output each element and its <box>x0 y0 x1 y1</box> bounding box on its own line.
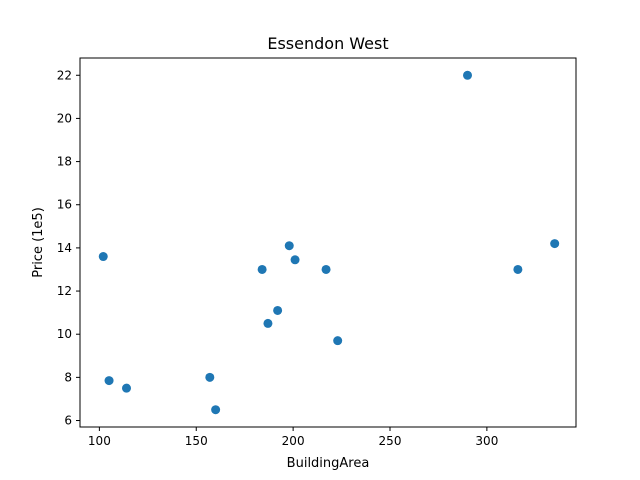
y-axis-ticks: 6 8 10 12 14 16 18 20 22 <box>57 68 80 428</box>
chart-title: Essendon West <box>267 34 388 53</box>
y-tick-label: 10 <box>57 327 72 341</box>
data-point-10 <box>321 264 331 274</box>
data-point-14 <box>550 239 560 249</box>
data-point-3 <box>205 372 215 382</box>
data-point-13 <box>513 264 523 274</box>
x-tick-label: 200 <box>282 434 305 448</box>
y-tick-label: 20 <box>57 111 72 125</box>
data-point-1 <box>104 376 114 386</box>
data-point-8 <box>284 241 294 251</box>
plot-frame <box>79 57 577 428</box>
data-point-7 <box>273 305 283 315</box>
y-axis-label: Price (1e5) <box>31 207 46 278</box>
data-point-12 <box>463 70 472 80</box>
x-tick-label: 150 <box>185 434 208 448</box>
data-point-9 <box>290 255 300 265</box>
data-point-5 <box>257 264 267 274</box>
x-tick-label: 300 <box>475 434 498 448</box>
x-axis-label: BuildingArea <box>287 456 370 471</box>
x-axis-ticks: 100 150 200 250 300 <box>88 427 498 448</box>
y-tick-label: 6 <box>64 414 72 428</box>
data-point-11 <box>333 336 343 346</box>
data-points <box>98 70 560 415</box>
x-tick-label: 100 <box>88 434 111 448</box>
data-point-6 <box>263 318 273 328</box>
y-tick-label: 18 <box>57 155 72 169</box>
y-tick-label: 16 <box>57 198 72 212</box>
data-point-4 <box>211 405 221 415</box>
data-point-0 <box>98 252 108 262</box>
y-tick-label: 8 <box>64 370 72 384</box>
y-tick-label: 14 <box>57 241 72 255</box>
y-tick-label: 12 <box>57 284 72 298</box>
x-tick-label: 250 <box>379 434 402 448</box>
y-tick-label: 22 <box>57 68 72 82</box>
data-point-2 <box>122 383 131 393</box>
